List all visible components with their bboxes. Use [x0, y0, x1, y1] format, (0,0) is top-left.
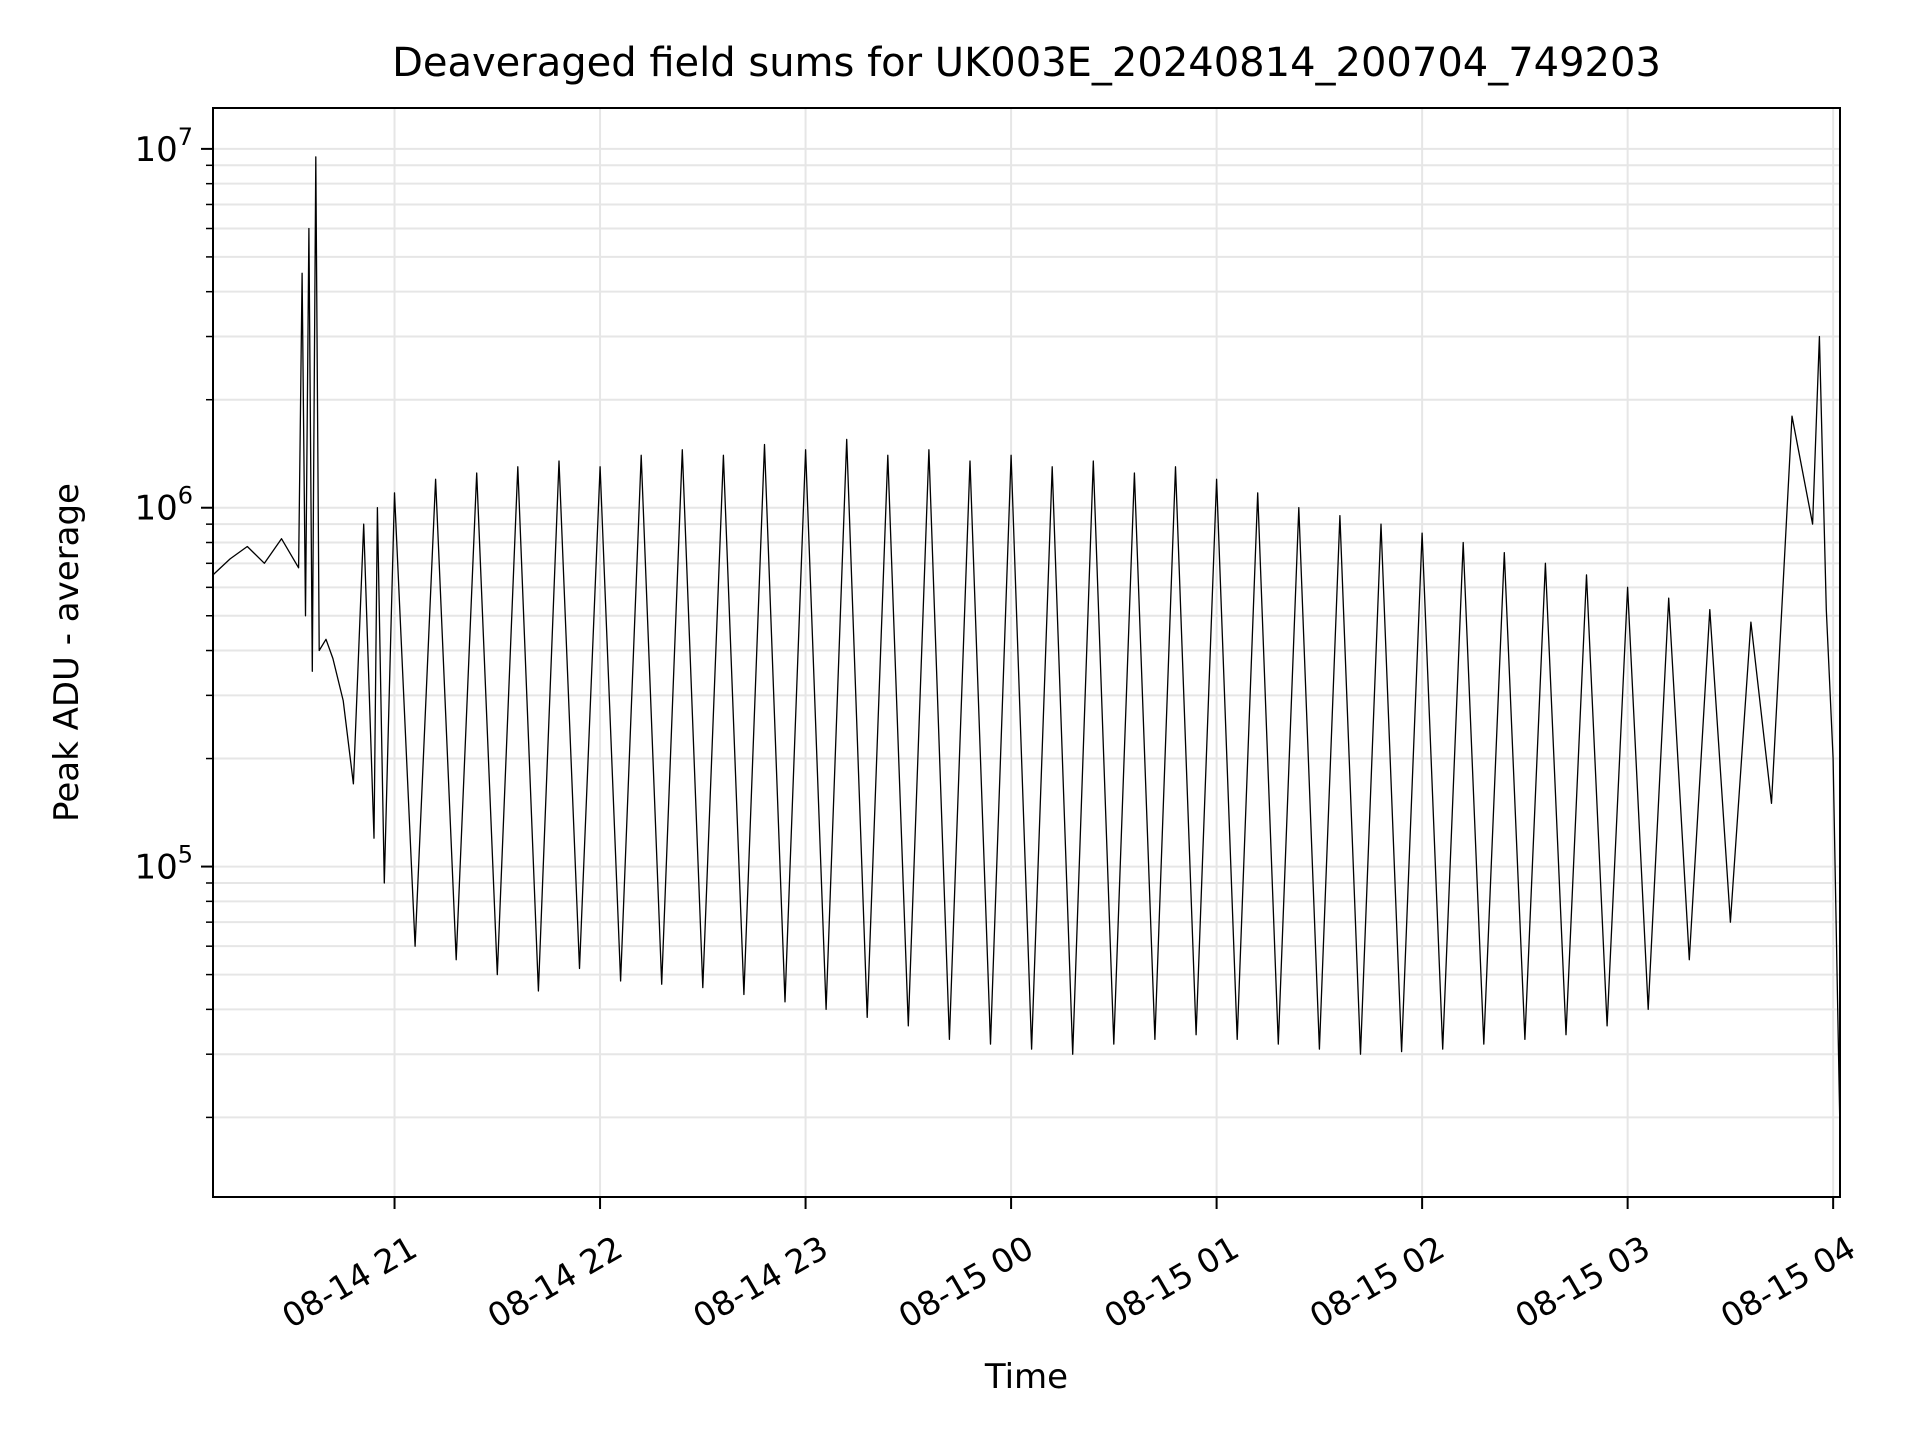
y-tick-base: 10	[134, 848, 177, 888]
x-tick-label: 08-15 04	[1714, 1228, 1862, 1336]
plot-frame	[212, 107, 1841, 1198]
x-tick-label: 08-15 01	[1097, 1228, 1245, 1336]
y-tick-exponent: 6	[178, 482, 193, 510]
y-tick-label: 107	[134, 123, 193, 170]
y-tick-base: 10	[134, 489, 177, 529]
chart-title: Deaveraged field sums for UK003E_2024081…	[392, 40, 1661, 86]
y-tick-base: 10	[134, 130, 177, 170]
series-line	[212, 156, 1841, 1134]
x-axis-label: Time	[984, 1357, 1068, 1397]
x-tick-label: 08-14 21	[275, 1228, 423, 1336]
y-tick-exponent: 7	[178, 123, 193, 151]
grid-layer	[213, 108, 1840, 1197]
y-tick-exponent: 5	[178, 841, 193, 869]
x-tick-label: 08-15 00	[892, 1228, 1040, 1336]
x-tick-label: 08-15 02	[1303, 1228, 1451, 1336]
x-tick-label: 08-15 03	[1508, 1228, 1656, 1336]
x-tick-label: 08-14 23	[686, 1228, 834, 1336]
x-tick-label: 08-14 22	[481, 1228, 629, 1336]
y-tick-label: 105	[134, 841, 193, 888]
series-layer	[212, 156, 1841, 1134]
y-axis-label: Peak ADU - average	[47, 483, 87, 822]
y-tick-label: 106	[134, 482, 193, 529]
